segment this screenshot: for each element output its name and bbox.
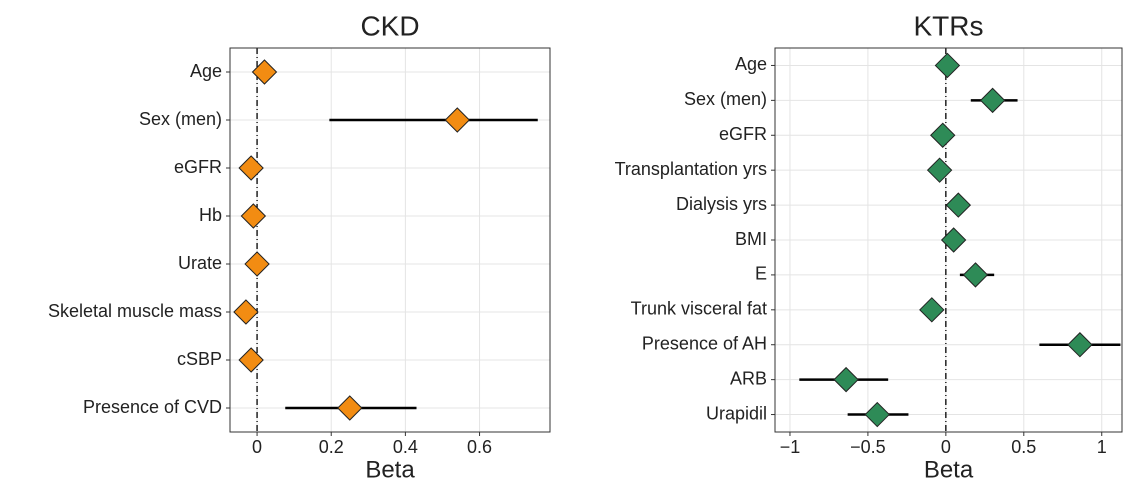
estimate-marker: [833, 366, 859, 393]
estimate-marker: [934, 52, 961, 79]
estimate-marker: [919, 297, 945, 323]
estimate-marker: [962, 262, 989, 288]
estimate-marker: [238, 155, 264, 181]
x-tick-label: 0.6: [467, 437, 492, 457]
estimate-marker: [1067, 332, 1093, 358]
estimate-marker: [444, 107, 471, 133]
y-tick-label: Age: [190, 61, 222, 81]
y-tick-label: Presence of CVD: [83, 397, 222, 417]
estimate-marker: [233, 299, 259, 325]
x-tick-label: 0: [252, 437, 262, 457]
x-tick-label: 0.5: [1011, 437, 1036, 457]
estimate-marker: [979, 87, 1006, 114]
y-tick-label: cSBP: [177, 349, 222, 369]
estimate-marker: [337, 395, 363, 421]
y-tick-label: Urate: [178, 253, 222, 273]
y-tick-label: Skeletal muscle mass: [48, 301, 222, 321]
x-tick-label: 0: [941, 437, 951, 457]
x-tick-label: −1: [780, 437, 801, 457]
y-tick-label: Age: [735, 54, 767, 74]
plot-border: [229, 47, 551, 433]
y-tick-label: eGFR: [174, 157, 222, 177]
y-tick-label: Sex (men): [139, 109, 222, 129]
estimate-marker: [240, 203, 267, 229]
y-tick-label: eGFR: [719, 124, 767, 144]
plot-border: [774, 47, 1123, 433]
y-tick-label: Urapidil: [706, 403, 767, 423]
panel-title: CKD: [360, 10, 419, 41]
panel-title: KTRs: [914, 10, 984, 41]
x-tick-label: 0.4: [393, 437, 418, 457]
estimate-marker: [945, 192, 972, 218]
y-tick-label: E: [755, 264, 767, 284]
y-tick-label: Dialysis yrs: [676, 194, 767, 214]
y-tick-label: Hb: [199, 205, 222, 225]
estimate-marker: [864, 401, 890, 428]
y-tick-label: Presence of AH: [642, 333, 767, 353]
estimate-marker: [930, 122, 956, 148]
estimate-marker: [926, 157, 953, 183]
y-tick-label: Transplantation yrs: [615, 159, 767, 179]
estimate-marker: [238, 347, 264, 373]
estimate-marker: [251, 59, 278, 85]
x-tick-label: 0.2: [319, 437, 344, 457]
x-tick-label: −0.5: [850, 437, 886, 457]
y-tick-label: ARB: [730, 368, 767, 388]
y-tick-label: BMI: [735, 229, 767, 249]
x-axis-label: Beta: [365, 456, 415, 483]
estimate-marker: [244, 251, 270, 277]
y-tick-label: Sex (men): [684, 89, 767, 109]
x-tick-label: 1: [1097, 437, 1107, 457]
x-axis-label: Beta: [924, 456, 974, 483]
estimate-marker: [940, 227, 967, 253]
y-tick-label: Trunk visceral fat: [631, 299, 767, 319]
